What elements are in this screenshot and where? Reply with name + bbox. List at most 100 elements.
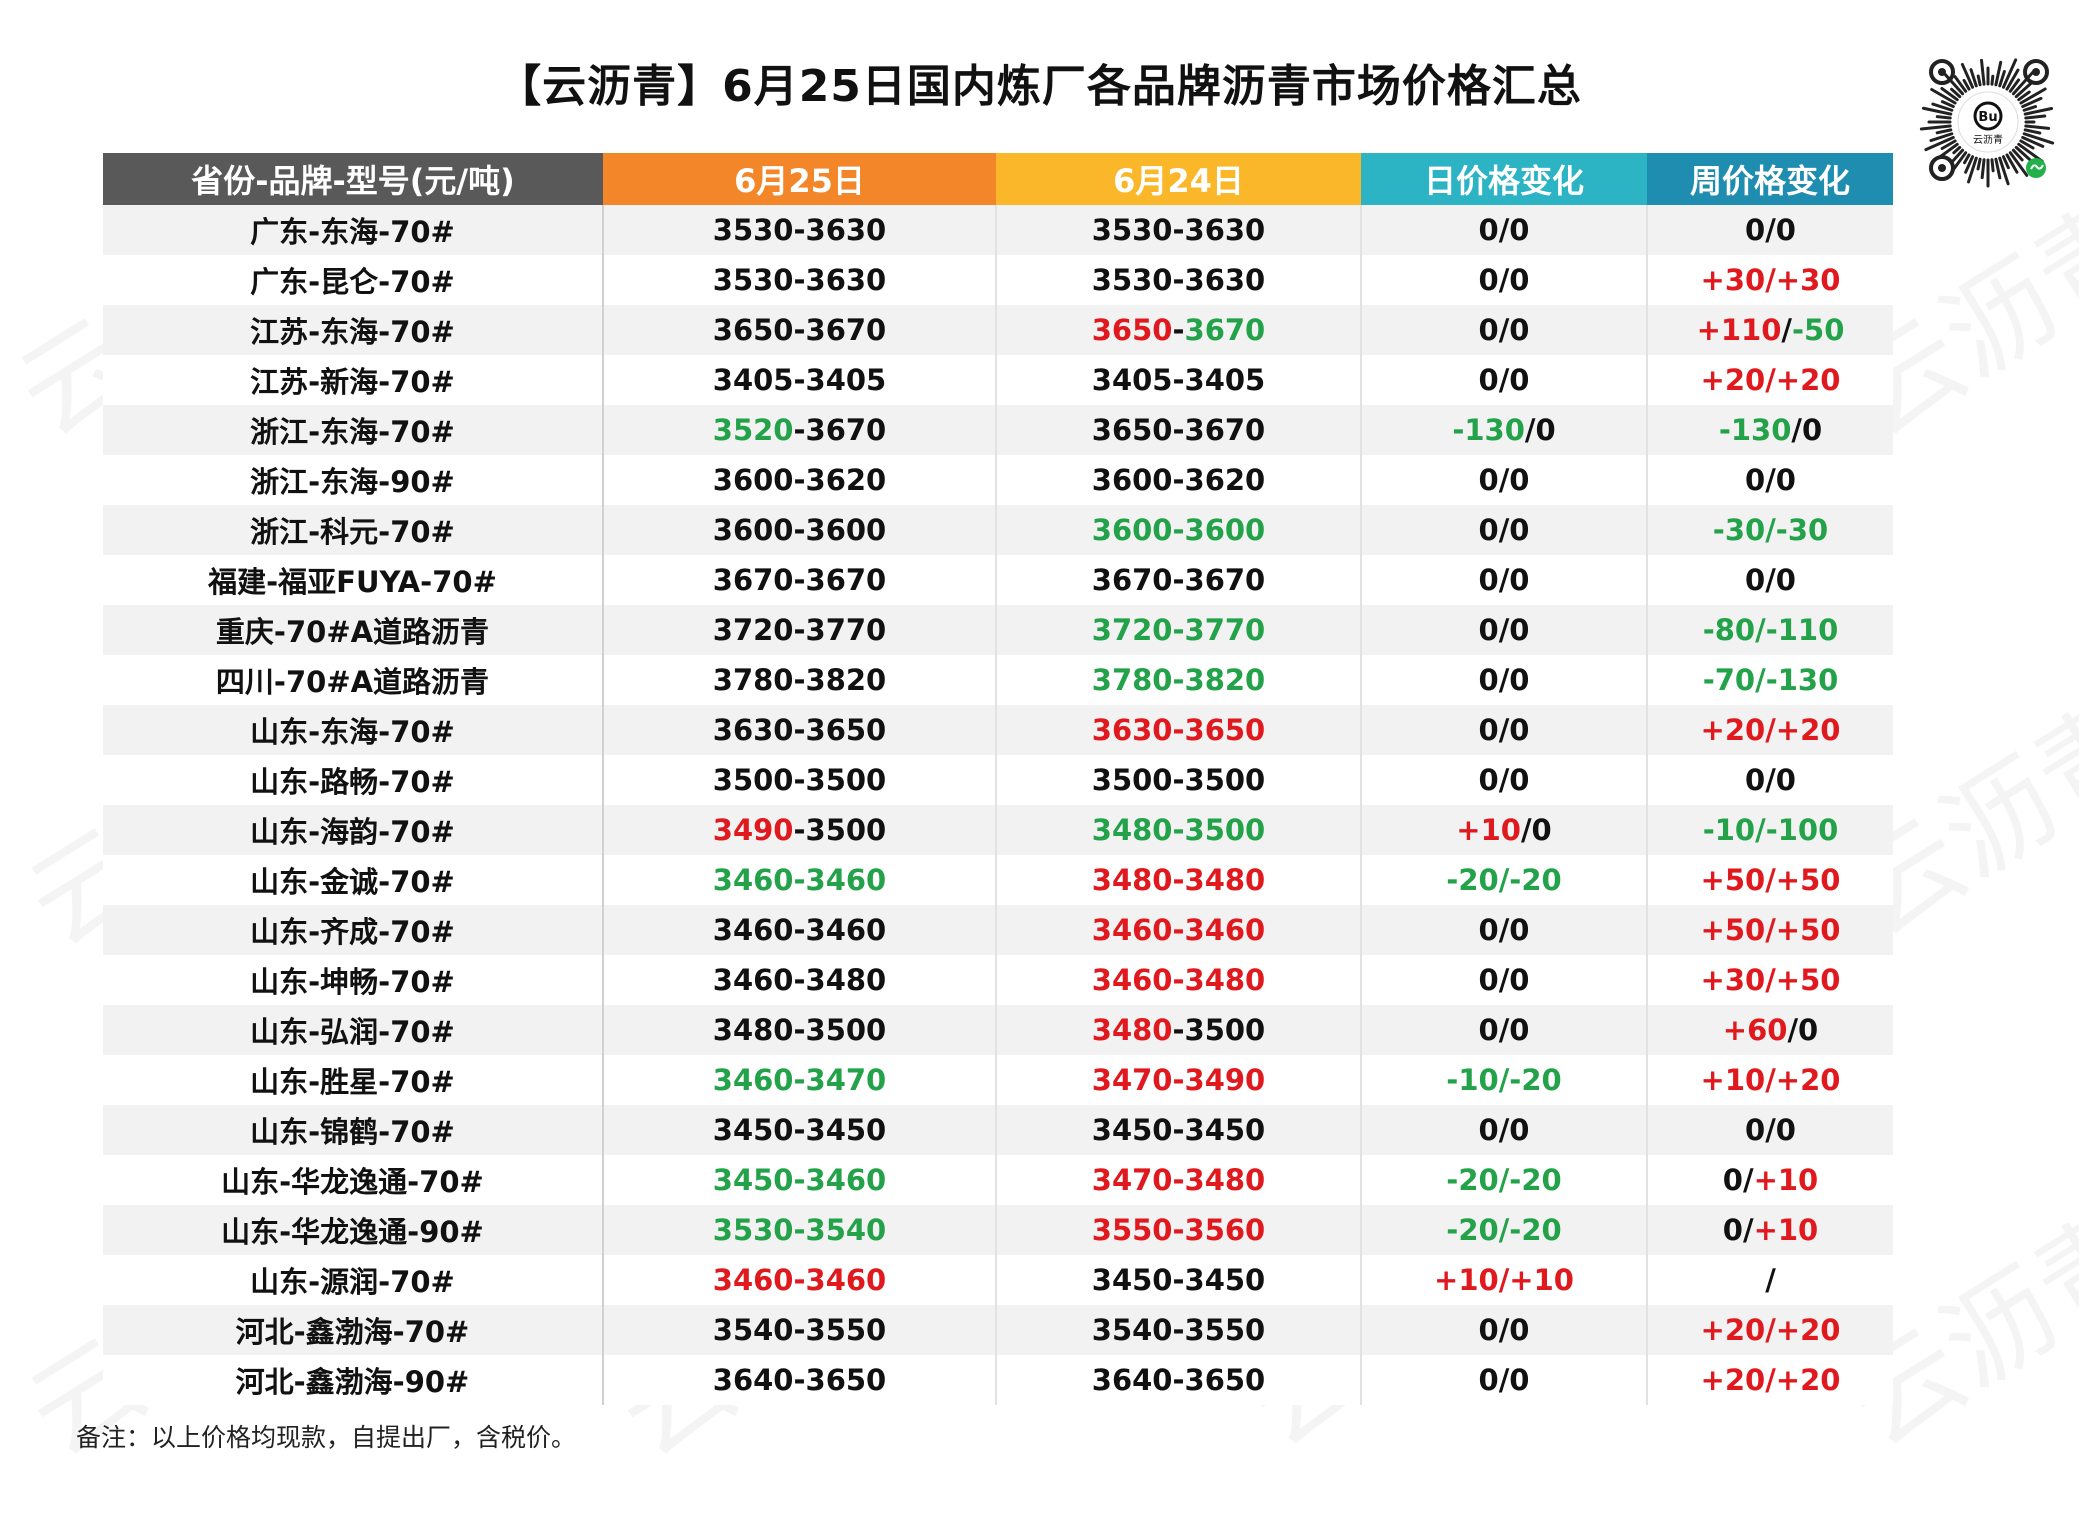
cell-segment: 0/0 xyxy=(1478,213,1530,247)
cell-price-jun24: 3670-3670 xyxy=(995,555,1361,605)
cell-segment: 0/0 xyxy=(1478,713,1530,747)
cell-product-name: 浙江-东海-70# xyxy=(103,405,604,455)
cell-daily-change: 0/0 xyxy=(1360,555,1647,605)
qr-code[interactable]: Bu 云沥青 xyxy=(1908,42,2068,202)
cell-segment: 3600-3600 xyxy=(1091,513,1266,547)
cell-segment: 3520 xyxy=(712,413,794,447)
cell-segment: 0/0 xyxy=(1745,763,1796,797)
table-row: 河北-鑫渤海-90# 3640-3650 3640-3650 0/0 +20/+20 xyxy=(103,1355,1893,1405)
cell-segment: 3405-3405 xyxy=(712,363,887,397)
table-row: 山东-华龙逸通-70# 3450-3460 3470-3480 -20/-20 0/+1… xyxy=(103,1155,1893,1205)
cell-daily-change: 0/0 xyxy=(1360,1355,1647,1405)
qr-ray xyxy=(1962,78,1971,91)
cell-daily-change: 0/0 xyxy=(1360,1305,1647,1355)
cell-segment: -3500 xyxy=(793,813,887,847)
cell-daily-change: 0/0 xyxy=(1360,655,1647,705)
cell-product-name: 江苏-东海-70# xyxy=(103,305,604,355)
cell-product-name: 山东-胜星-70# xyxy=(103,1055,604,1105)
qr-ray xyxy=(2001,155,2010,170)
cell-price-jun24: 3630-3650 xyxy=(995,705,1361,755)
qr-ray xyxy=(1960,62,1975,89)
header-jun25: 6月25日 xyxy=(603,153,996,205)
cell-segment: 0/0 xyxy=(1478,1013,1530,1047)
cell-segment: 0/0 xyxy=(1478,263,1530,297)
cell-price-jun25: 3450-3460 xyxy=(603,1155,996,1205)
cell-segment: -3670 xyxy=(793,413,887,447)
cell-daily-change: 0/0 xyxy=(1360,605,1647,655)
cell-segment: 3670-3670 xyxy=(712,563,887,597)
cell-price-jun25: 3530-3630 xyxy=(603,205,996,255)
cell-price-jun24: 3460-3480 xyxy=(995,955,1361,1005)
cell-segment: 0/0 xyxy=(1478,1113,1530,1147)
cell-price-jun24: 3530-3630 xyxy=(995,255,1361,305)
qr-ray xyxy=(1990,74,1995,86)
cell-segment: -20/-20 xyxy=(1446,863,1562,897)
cell-segment: -70/-130 xyxy=(1702,663,1839,697)
cell-segment: 3600-3620 xyxy=(1091,463,1266,497)
cell-segment: 3640-3650 xyxy=(712,1363,887,1397)
footnote: 备注：以上价格均现款，自提出厂，含税价。 xyxy=(76,1423,577,1452)
cell-segment: +110 xyxy=(1696,313,1782,347)
cell-daily-change: -130/0 xyxy=(1360,405,1647,455)
cell-segment: 3460-3470 xyxy=(712,1063,887,1097)
table-row: 山东-源润-70# 3460-3460 3450-3450 +10/+10 / xyxy=(103,1255,1893,1305)
cell-price-jun25: 3450-3450 xyxy=(603,1105,996,1155)
table-row: 山东-坤畅-70# 3460-3480 3460-3480 0/0 +30/+50 xyxy=(103,955,1893,1005)
cell-daily-change: -20/-20 xyxy=(1360,855,1647,905)
cell-weekly-change: -70/-130 xyxy=(1646,655,1893,705)
qr-ray xyxy=(1919,124,1952,131)
cell-segment: 0/ xyxy=(1722,1163,1754,1197)
cell-segment: 3530-3630 xyxy=(1091,213,1266,247)
cell-segment: -10/-20 xyxy=(1446,1063,1562,1097)
qr-ray xyxy=(1998,156,2010,186)
cell-segment: 3470-3490 xyxy=(1091,1063,1266,1097)
cell-segment: +20/+20 xyxy=(1700,363,1841,397)
table-row: 山东-华龙逸通-90# 3530-3540 3550-3560 -20/-20 0/+1… xyxy=(103,1205,1893,1255)
qr-ray xyxy=(1967,156,1978,184)
cell-segment: +20/+20 xyxy=(1700,713,1841,747)
cell-segment: +20/+20 xyxy=(1700,1363,1841,1397)
qr-ray xyxy=(2001,58,2018,89)
cell-segment: 3480-3500 xyxy=(712,1013,887,1047)
table-row: 山东-锦鹤-70# 3450-3450 3450-3450 0/0 0/0 xyxy=(103,1105,1893,1155)
cell-price-jun24: 3720-3770 xyxy=(995,605,1361,655)
cell-segment: 3650-3670 xyxy=(712,313,887,347)
cell-segment: 0/0 xyxy=(1745,213,1796,247)
cell-product-name: 山东-华龙逸通-70# xyxy=(103,1155,604,1205)
cell-segment: -30/-30 xyxy=(1712,513,1829,547)
cell-price-jun25: 3490-3500 xyxy=(603,805,996,855)
table-row: 河北-鑫渤海-70# 3540-3550 3540-3550 0/0 +20/+20 xyxy=(103,1305,1893,1355)
cell-price-jun25: 3460-3480 xyxy=(603,955,996,1005)
cell-price-jun24: 3470-3490 xyxy=(995,1055,1361,1105)
cell-product-name: 河北-鑫渤海-90# xyxy=(103,1355,604,1405)
cell-weekly-change: +20/+20 xyxy=(1646,1355,1893,1405)
cell-segment: 0/0 xyxy=(1478,513,1530,547)
cell-product-name: 江苏-新海-70# xyxy=(103,355,604,405)
qr-ray xyxy=(2024,124,2051,130)
table-header-row: 省份-品牌-型号(元/吨) 6月25日 6月24日 日价格变化 周价格变化 xyxy=(103,153,1893,205)
qr-ray xyxy=(1940,86,1959,102)
cell-daily-change: 0/0 xyxy=(1360,305,1647,355)
cell-segment: 3530-3630 xyxy=(1091,263,1266,297)
cell-segment: +10/+10 xyxy=(1434,1263,1574,1297)
cell-segment: -10/-100 xyxy=(1702,813,1839,847)
cell-segment: 3640-3650 xyxy=(1091,1363,1266,1397)
cell-segment: 3490 xyxy=(712,813,794,847)
cell-price-jun25: 3460-3460 xyxy=(603,855,996,905)
header-province-brand: 省份-品牌-型号(元/吨) xyxy=(103,153,603,205)
cell-segment: 0/0 xyxy=(1478,913,1530,947)
cell-segment: -80/-110 xyxy=(1702,613,1839,647)
cell-segment: +60 xyxy=(1722,1013,1788,1047)
cell-segment: 0/0 xyxy=(1745,1113,1796,1147)
cell-segment: /0 xyxy=(1791,413,1823,447)
qr-ray xyxy=(2014,145,2034,163)
cell-weekly-change: +10/+20 xyxy=(1646,1055,1893,1105)
cell-price-jun25: 3650-3670 xyxy=(603,305,996,355)
qr-ray xyxy=(1994,60,2003,87)
table-row: 广东-东海-70# 3530-3630 3530-3630 0/0 0/0 xyxy=(103,205,1893,255)
cell-segment: 3600-3620 xyxy=(712,463,887,497)
cell-daily-change: 0/0 xyxy=(1360,255,1647,305)
table-row: 江苏-东海-70# 3650-3670 3650-3670 0/0 +110/-50 xyxy=(103,305,1893,355)
cell-segment: 3460-3460 xyxy=(712,913,887,947)
cell-product-name: 四川-70#A道路沥青 xyxy=(103,655,604,705)
